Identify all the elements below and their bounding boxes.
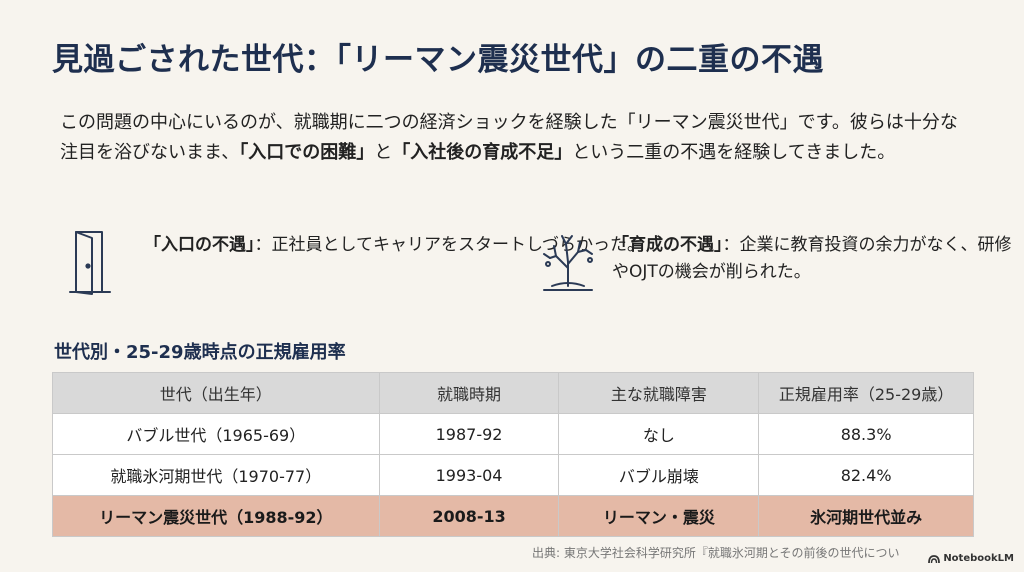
cell-generation: バブル世代（1965-69） — [52, 413, 380, 455]
cell-period: 2008-13 — [378, 495, 560, 537]
table-title: 世代別・25-29歳時点の正規雇用率 — [54, 342, 346, 363]
training-hardship-point: 「育成の不遇」：企業に教育投資の余力がなく、研修やOJTの機会が削られた。 — [534, 228, 1024, 296]
cell-generation: 就職氷河期世代（1970-77） — [52, 454, 380, 496]
notebooklm-logo-icon — [928, 554, 941, 563]
intro-paragraph: この問題の中心にいるのが、就職期に二つの経済ショックを経験した「リーマン震災世代… — [60, 108, 970, 168]
source-note: 出典: 東京大学社会科学研究所『就職氷河期とその前後の世代につい — [532, 546, 900, 560]
cell-period: 1987-92 — [378, 413, 560, 455]
cell-generation: リーマン震災世代（1988-92） — [52, 495, 380, 537]
header-obstacle: 主な就職障害 — [558, 372, 760, 414]
training-hardship-desc: ：企業に教育投資の余力がなく、研修やOJTの機会が削られた。 — [612, 235, 1012, 282]
header-period: 就職時期 — [378, 372, 560, 414]
generation-table: 世代（出生年） 就職時期 主な就職障害 正規雇用率（25-29歳） バブル世代（… — [52, 372, 974, 537]
header-generation: 世代（出生年） — [52, 372, 380, 414]
cell-obstacle: なし — [558, 413, 760, 455]
entry-hardship-point: 「入口の不遇」：正社員としてキャリアをスタートしづらかった。 — [66, 228, 644, 296]
entry-hardship-text: 「入口の不遇」：正社員としてキャリアをスタートしづらかった。 — [144, 232, 644, 259]
intro-emphasis-2: 「入社後の育成不足」 — [392, 142, 573, 163]
intro-text-3: という二重の不遇を経験してきました。 — [572, 142, 896, 163]
open-door-icon — [69, 231, 111, 295]
notebooklm-logo: NotebookLM — [928, 553, 1014, 564]
cell-obstacle: リーマン・震災 — [558, 495, 760, 537]
table-row-highlighted: リーマン震災世代（1988-92） 2008-13 リーマン・震災 氷河期世代並… — [52, 495, 974, 537]
intro-text-2: と — [374, 142, 393, 163]
cell-rate: 82.4% — [758, 454, 974, 496]
training-hardship-label: 「育成の不遇」 — [612, 235, 723, 255]
table-header-row: 世代（出生年） 就職時期 主な就職障害 正規雇用率（25-29歳） — [52, 372, 974, 414]
cell-rate: 氷河期世代並み — [758, 495, 974, 537]
cell-period: 1993-04 — [378, 454, 560, 496]
table-row: 就職氷河期世代（1970-77） 1993-04 バブル崩壊 82.4% — [52, 454, 974, 496]
withered-tree-icon — [543, 235, 593, 291]
intro-emphasis-1: 「入口での困難」 — [239, 142, 375, 163]
table-row: バブル世代（1965-69） 1987-92 なし 88.3% — [52, 413, 974, 455]
cell-rate: 88.3% — [758, 413, 974, 455]
intro-text-1: この問題の中心にいるのが、就職期に二つの経済ショックを経験した「リーマン震災世代… — [60, 112, 958, 163]
training-hardship-text: 「育成の不遇」：企業に教育投資の余力がなく、研修やOJTの機会が削られた。 — [612, 232, 1024, 286]
entry-hardship-label: 「入口の不遇」 — [144, 235, 255, 255]
logo-text: NotebookLM — [943, 553, 1014, 564]
cell-obstacle: バブル崩壊 — [558, 454, 760, 496]
page-title: 見過ごされた世代：「リーマン震災世代」の二重の不遇 — [52, 42, 824, 78]
entry-hardship-desc: ：正社員としてキャリアをスタートしづらかった。 — [254, 235, 644, 255]
header-rate: 正規雇用率（25-29歳） — [758, 372, 974, 414]
